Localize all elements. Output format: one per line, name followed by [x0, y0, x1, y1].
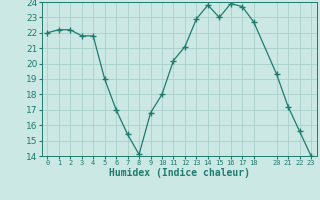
X-axis label: Humidex (Indice chaleur): Humidex (Indice chaleur): [109, 168, 250, 178]
